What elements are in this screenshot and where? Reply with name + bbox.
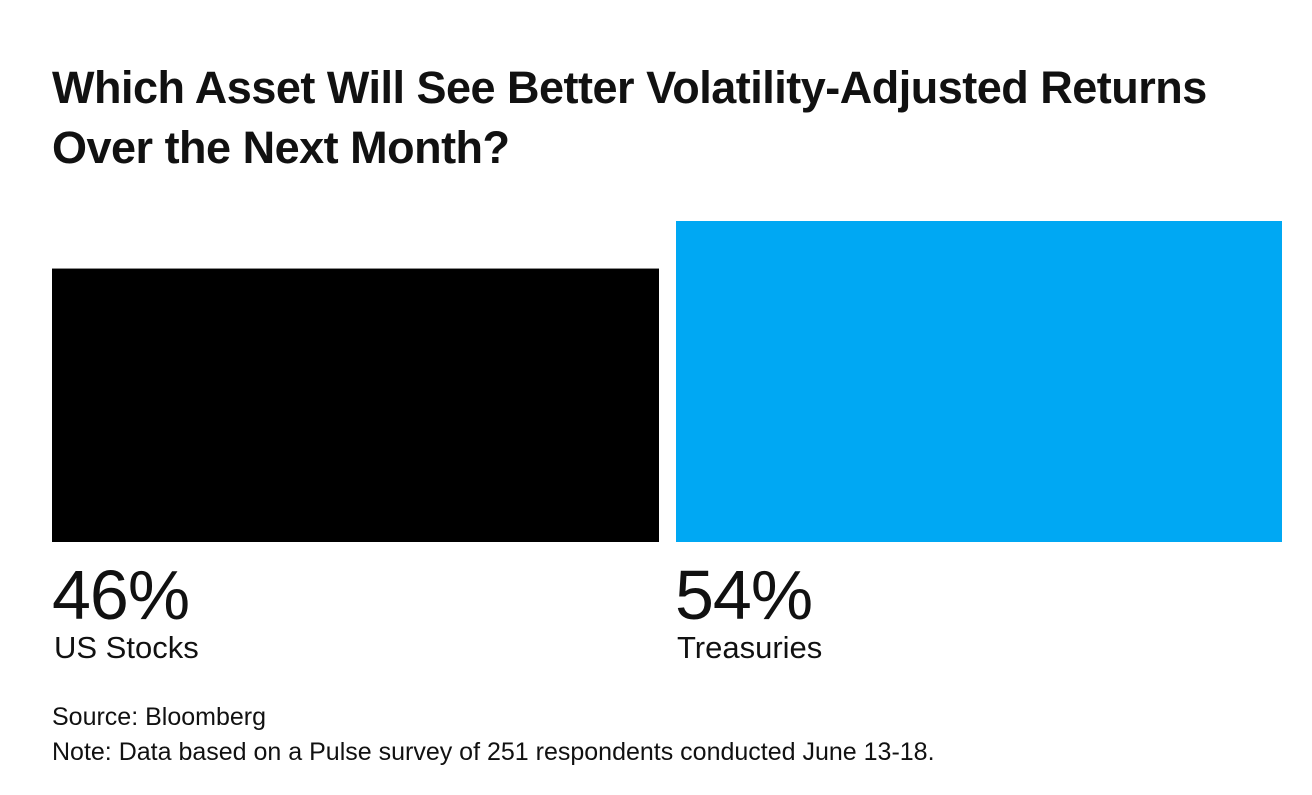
category-label-us-stocks: US Stocks — [54, 630, 199, 665]
footnote: Note: Data based on a Pulse survey of 25… — [52, 738, 935, 766]
bar-treasuries — [676, 221, 1282, 542]
bar-group — [52, 221, 1282, 542]
category-label-treasuries: Treasuries — [677, 630, 823, 665]
chart-title: Which Asset Will See Better Volatility-A… — [52, 62, 1207, 173]
value-label-us-stocks: 46% — [52, 556, 190, 634]
value-label-treasuries: 54% — [675, 556, 813, 634]
source-note: Source: Bloomberg — [52, 703, 267, 731]
bar-us-stocks — [52, 268, 659, 542]
